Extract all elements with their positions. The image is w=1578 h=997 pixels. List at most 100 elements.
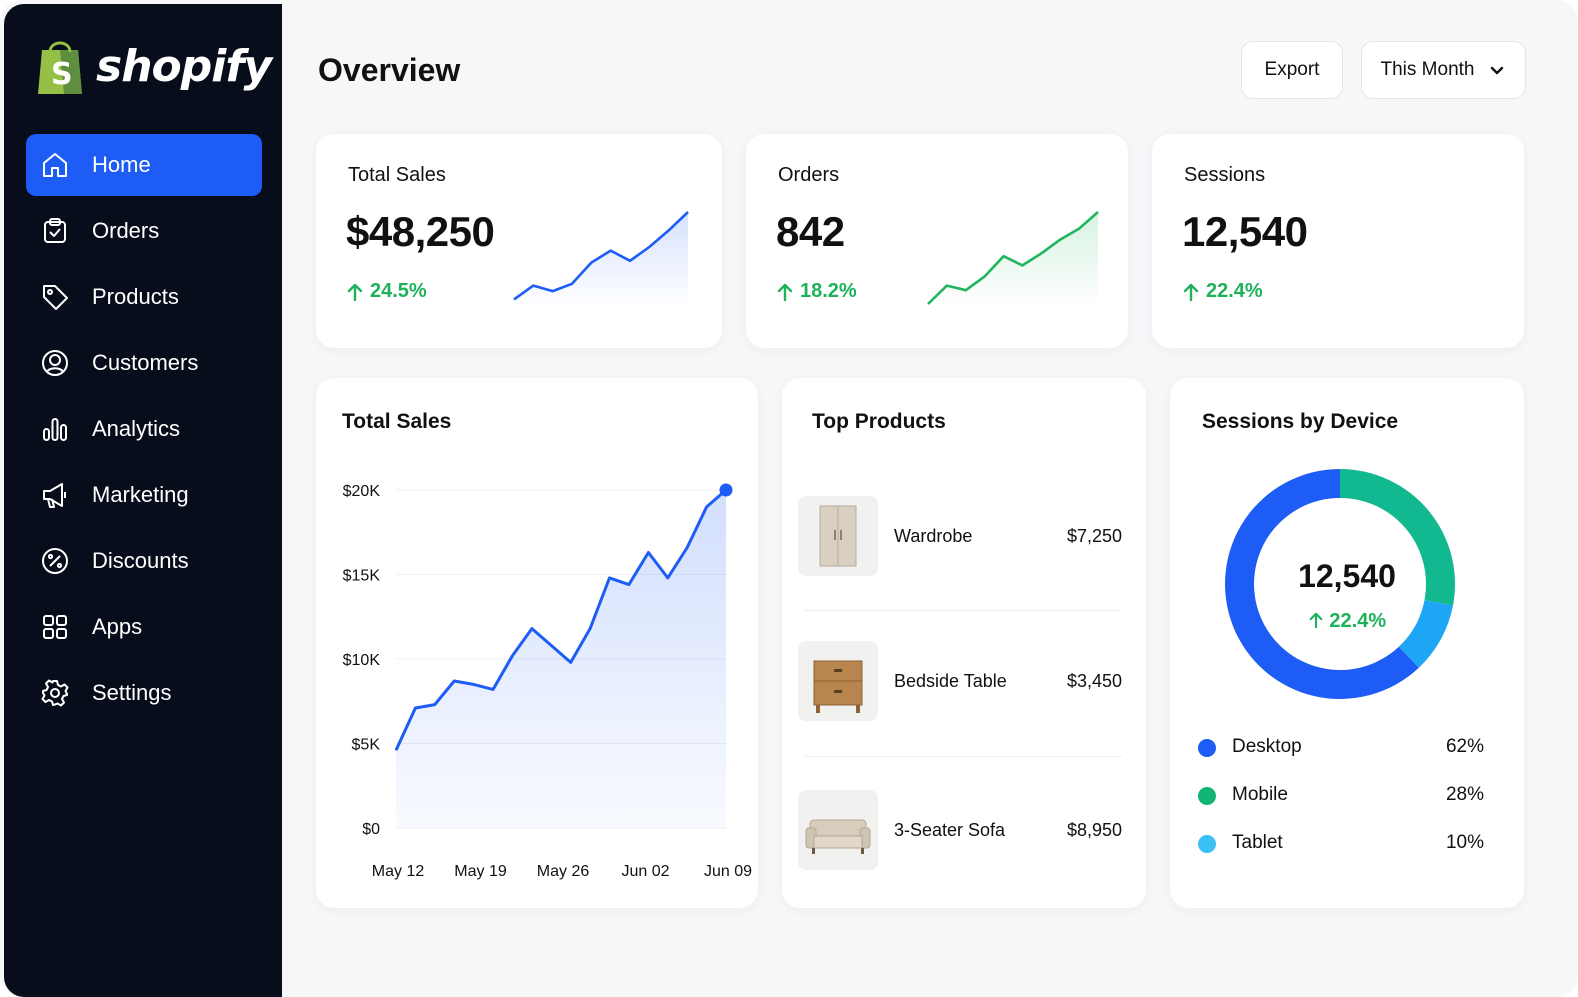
kpi-delta-value: 24.5% <box>370 280 427 302</box>
kpi-delta: 24.5% <box>346 280 427 303</box>
device-donut-chart[interactable] <box>1222 464 1458 704</box>
list-item[interactable]: Bedside Table $3,450 <box>798 641 1122 725</box>
y-tick-label: $5K <box>352 737 381 754</box>
donut-slice-desktop[interactable] <box>1225 469 1419 699</box>
sidebar-item-products[interactable]: Products <box>26 266 262 328</box>
svg-text:S: S <box>51 57 73 92</box>
sidebar-item-discounts[interactable]: Discounts <box>26 530 262 592</box>
arrow-up-icon <box>1183 283 1199 301</box>
x-tick-label: Jun 09 <box>704 863 752 880</box>
y-tick-label: $20K <box>343 483 381 500</box>
kpi-label: Orders <box>778 164 840 186</box>
gear-icon <box>41 679 69 707</box>
sidebar-item-label: Customers <box>92 350 199 375</box>
legend-item-desktop: Desktop 62% <box>1198 734 1484 764</box>
sparkline-area <box>928 212 1098 308</box>
bar-chart-icon <box>43 418 67 441</box>
product-name: 3-Seater Sofa <box>894 820 1006 840</box>
legend-dot <box>1198 739 1216 757</box>
legend-dot <box>1198 835 1216 853</box>
x-tick-label: May 12 <box>372 863 425 880</box>
top-products-panel: Top Products Wardrobe $7,250 <box>782 378 1146 908</box>
donut-delta: 22.4% <box>1170 610 1524 633</box>
arrow-up-icon <box>1309 612 1323 629</box>
kpi-value: $48,250 <box>346 208 495 255</box>
sidebar-item-orders[interactable]: Orders <box>26 200 262 262</box>
grid-icon <box>43 615 67 639</box>
brand-name: shopify <box>96 40 272 92</box>
kpi-card-sessions[interactable]: Sessions 12,540 22.4% <box>1152 134 1524 348</box>
kpi-label: Total Sales <box>348 164 446 186</box>
legend-pct: 28% <box>1445 784 1484 805</box>
kpi-label: Sessions <box>1184 164 1266 186</box>
product-price: $7,250 <box>1066 526 1122 546</box>
legend-item-tablet: Tablet 10% <box>1198 830 1484 860</box>
y-tick-label: $10K <box>343 652 381 669</box>
kpi-card-total-sales[interactable]: Total Sales $48,250 24.5% <box>316 134 722 348</box>
kpi-card-orders[interactable]: Orders 842 18.2% <box>746 134 1128 348</box>
sidebar-item-label: Products <box>92 284 179 309</box>
kpi-delta-value: 18.2% <box>800 280 857 302</box>
sidebar-item-home[interactable]: Home <box>26 134 262 196</box>
user-circle-icon <box>42 350 68 376</box>
x-tick-label: May 26 <box>537 863 590 880</box>
date-range-dropdown[interactable]: This Month <box>1361 41 1526 99</box>
tag-icon <box>43 285 68 310</box>
total-sales-panel: Total Sales $0 $5K $10K $15K $20K May 12 May 1… <box>316 378 758 908</box>
y-tick-label: $15K <box>343 568 381 585</box>
x-tick-label: Jun 02 <box>621 863 669 880</box>
export-button-label: Export <box>1264 59 1320 80</box>
sidebar-item-apps[interactable]: Apps <box>26 596 262 658</box>
kpi-delta: 18.2% <box>776 280 857 303</box>
sidebar-item-label: Discounts <box>92 548 189 573</box>
legend-pct: 62% <box>1445 736 1484 757</box>
sidebar-item-settings[interactable]: Settings <box>26 662 262 724</box>
latest-point-marker[interactable] <box>719 483 733 497</box>
brand-logo[interactable]: S shopify <box>34 36 272 96</box>
date-range-label: This Month <box>1380 59 1475 80</box>
sidebar-item-label: Home <box>92 152 151 177</box>
product-price: $3,450 <box>1066 671 1122 691</box>
y-tick-label: $0 <box>362 821 380 838</box>
arrow-up-icon <box>777 283 793 301</box>
donut-slice-mobile[interactable] <box>1340 469 1455 606</box>
legend-dot <box>1198 787 1216 805</box>
total-sales-chart[interactable]: $0 $5K $10K $15K $20K May 12 May 19 May 26 Jun 0… <box>316 378 758 908</box>
sparkline-line <box>927 211 1099 305</box>
sparkline-line <box>513 211 689 301</box>
kpi-delta-value: 22.4% <box>1206 280 1263 302</box>
arrow-up-icon <box>347 283 363 301</box>
sparkline <box>513 211 689 308</box>
x-tick-label: May 19 <box>454 863 507 880</box>
kpi-value: 842 <box>776 208 845 255</box>
panel-title: Total Sales <box>342 410 452 433</box>
chevron-down-icon <box>1491 66 1504 75</box>
legend-name: Tablet <box>1232 832 1283 853</box>
sessions-by-device-panel: Sessions by Device 12,540 22.4% Desktop … <box>1170 378 1524 908</box>
export-button[interactable]: Export <box>1241 41 1343 99</box>
sidebar-item-customers[interactable]: Customers <box>26 332 262 394</box>
legend-name: Mobile <box>1232 784 1288 805</box>
list-item[interactable]: Wardrobe $7,250 <box>798 496 1122 580</box>
shopify-bag-icon: S <box>38 41 82 94</box>
sales-line <box>394 488 727 751</box>
clipboard-icon <box>44 218 66 243</box>
sofa-thumbnail <box>798 790 878 870</box>
donut-slice-tablet[interactable] <box>1398 600 1453 668</box>
sidebar-item-label: Settings <box>92 680 172 705</box>
panel-title: Top Products <box>812 410 946 433</box>
sidebar-item-label: Orders <box>92 218 160 243</box>
kpi-value: 12,540 <box>1182 208 1308 255</box>
panel-title: Sessions by Device <box>1202 410 1399 433</box>
sidebar-item-marketing[interactable]: Marketing <box>26 464 262 526</box>
donut-delta-value: 22.4% <box>1329 610 1387 632</box>
legend-name: Desktop <box>1232 736 1302 757</box>
sidebar-item-label: Analytics <box>92 416 181 441</box>
sidebar: S shopify Home Orders <box>4 4 282 997</box>
sidebar-item-analytics[interactable]: Analytics <box>26 398 262 460</box>
sidebar-item-label: Apps <box>92 614 143 639</box>
sparkline <box>927 211 1099 308</box>
percent-icon <box>42 548 68 574</box>
list-item[interactable]: 3-Seater Sofa $8,950 <box>798 790 1122 874</box>
